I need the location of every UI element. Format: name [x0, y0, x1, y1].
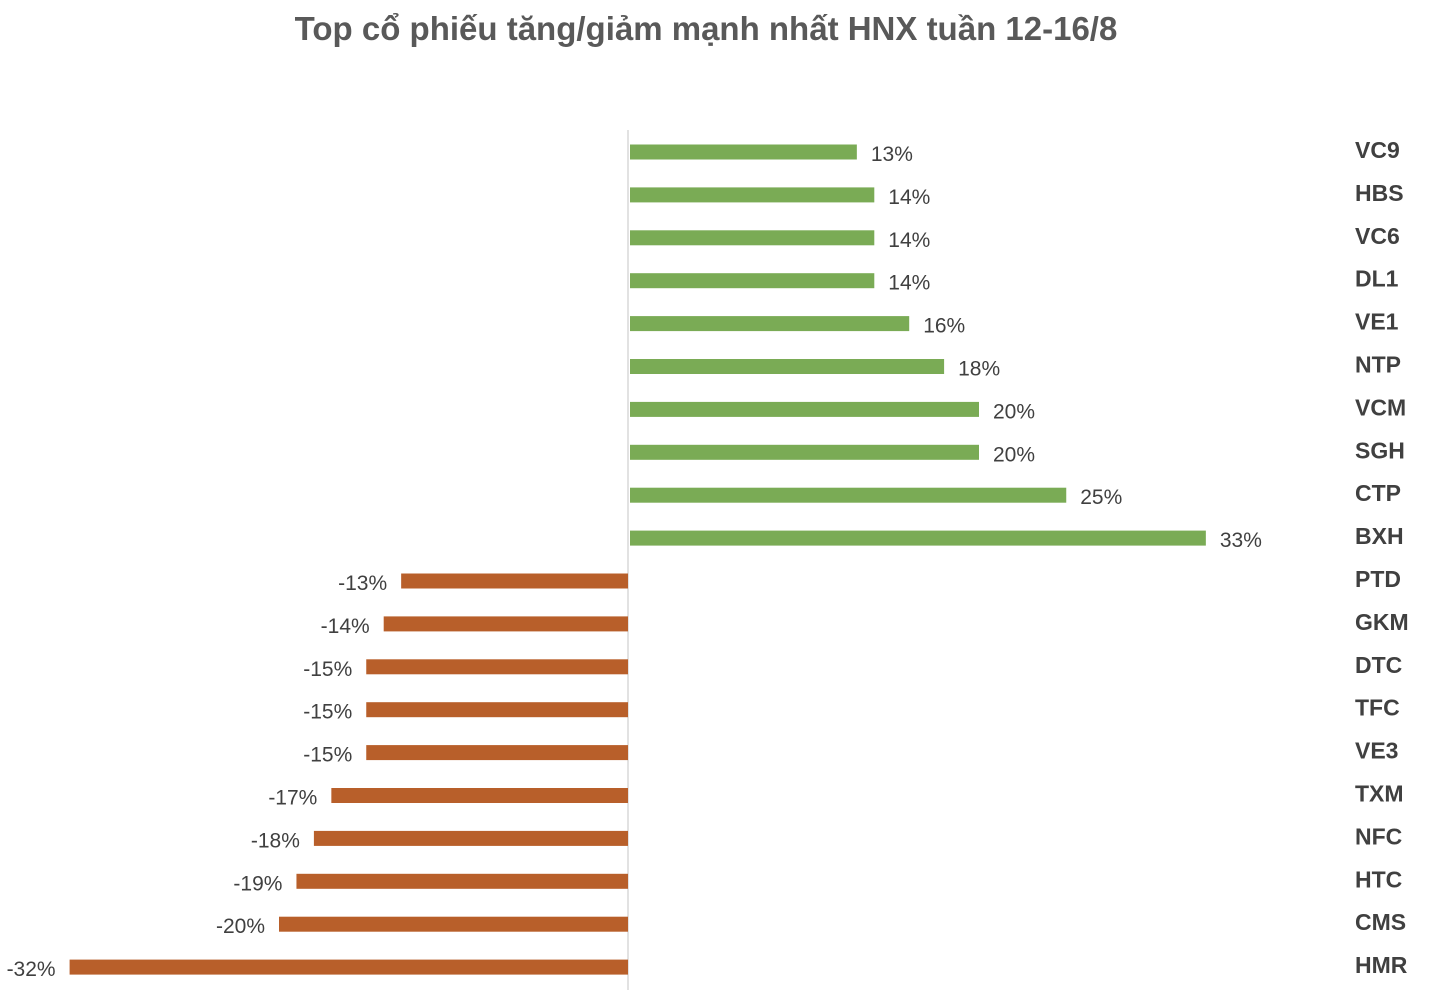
category-label-hbs: HBS: [1355, 180, 1404, 206]
category-label-vc6: VC6: [1355, 223, 1400, 249]
bar-dl1: [630, 273, 875, 289]
data-label-vc9: 13%: [871, 143, 913, 166]
data-label-dtc: -15%: [303, 658, 352, 681]
category-label-vcm: VCM: [1355, 394, 1406, 420]
data-label-hmr: -32%: [7, 958, 56, 981]
bar-ntp: [630, 359, 945, 374]
data-label-gkm: -14%: [321, 615, 370, 638]
category-label-nfc: NFC: [1355, 823, 1402, 849]
bar-vc6: [630, 230, 875, 246]
bar-dtc: [366, 659, 628, 675]
category-label-hmr: HMR: [1355, 952, 1408, 978]
bar-htc: [296, 873, 628, 889]
bar-vcm: [630, 401, 979, 417]
data-label-bxh: 33%: [1220, 529, 1262, 552]
data-label-dl1: 14%: [888, 272, 930, 295]
data-label-ve3: -15%: [303, 744, 352, 767]
data-label-htc: -19%: [233, 872, 282, 895]
category-label-dl1: DL1: [1355, 266, 1399, 292]
category-label-htc: HTC: [1355, 866, 1402, 892]
chart-title: Top cổ phiếu tăng/giảm mạnh nhất HNX tuầ…: [294, 10, 1118, 47]
data-label-ntp: 18%: [958, 358, 1000, 381]
category-label-dtc: DTC: [1355, 652, 1402, 678]
bar-ve3: [366, 745, 628, 761]
category-label-ctp: CTP: [1355, 480, 1401, 506]
category-label-vc9: VC9: [1355, 137, 1400, 163]
bar-hmr: [69, 959, 629, 975]
bar-txm: [331, 788, 628, 803]
data-label-vcm: 20%: [993, 400, 1035, 423]
category-label-bxh: BXH: [1355, 523, 1404, 549]
data-label-sgh: 20%: [993, 443, 1035, 466]
bar-nfc: [313, 830, 628, 846]
bar-ve1: [630, 316, 910, 332]
data-label-hbs: 14%: [888, 186, 930, 209]
bar-ctp: [630, 487, 1067, 503]
data-label-ctp: 25%: [1080, 486, 1122, 509]
category-label-ptd: PTD: [1355, 566, 1401, 592]
category-label-txm: TXM: [1355, 781, 1404, 807]
bar-sgh: [630, 444, 979, 460]
data-label-ve1: 16%: [923, 315, 965, 338]
category-label-ve3: VE3: [1355, 738, 1398, 764]
category-label-cms: CMS: [1355, 909, 1406, 935]
bar-bxh: [630, 530, 1206, 546]
bar-hbs: [630, 187, 875, 203]
bar-vc9: [630, 144, 857, 160]
data-label-ptd: -13%: [338, 572, 387, 595]
category-label-gkm: GKM: [1355, 609, 1409, 635]
bar-gkm: [383, 616, 628, 632]
bar-ptd: [401, 573, 628, 589]
category-label-sgh: SGH: [1355, 437, 1405, 463]
bar-tfc: [366, 702, 628, 718]
bar-cms: [279, 916, 628, 932]
category-label-ntp: NTP: [1355, 352, 1401, 378]
data-label-cms: -20%: [216, 915, 265, 938]
category-label-tfc: TFC: [1355, 695, 1400, 721]
data-label-vc6: 14%: [888, 229, 930, 252]
data-label-nfc: -18%: [251, 829, 300, 852]
data-label-tfc: -15%: [303, 701, 352, 724]
data-label-txm: -17%: [268, 787, 317, 810]
category-label-ve1: VE1: [1355, 309, 1399, 335]
